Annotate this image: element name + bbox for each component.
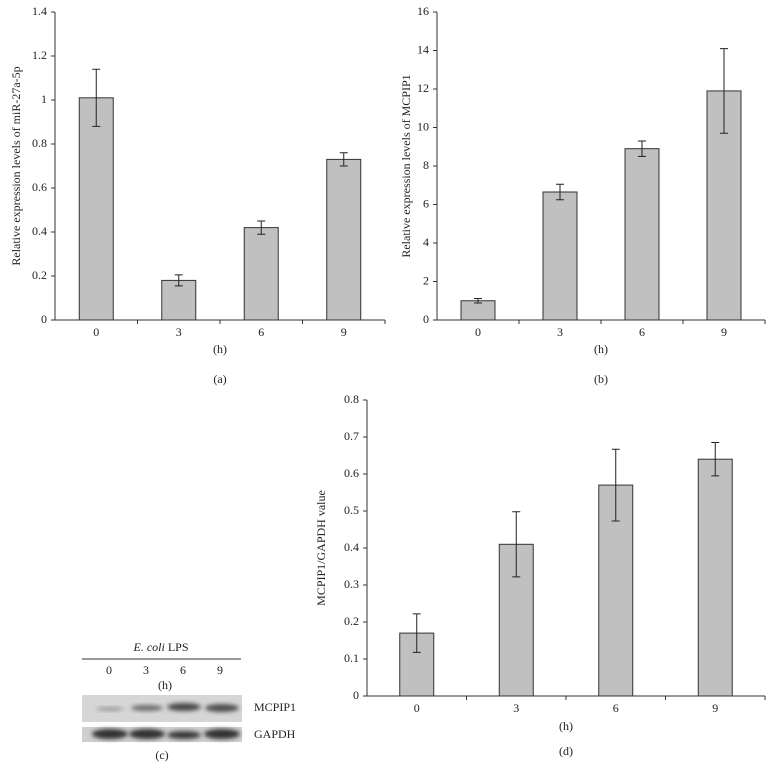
error-bar bbox=[638, 140, 646, 157]
y-tick-label: 0 bbox=[353, 688, 359, 702]
error-bar bbox=[92, 68, 101, 127]
error-bar bbox=[611, 448, 620, 522]
y-tick-label: 0.8 bbox=[32, 136, 47, 150]
y-tick-label: 0.3 bbox=[344, 577, 359, 591]
x-axis-title: (h) bbox=[594, 342, 608, 356]
y-tick-label: 0.8 bbox=[344, 392, 359, 406]
blot-band bbox=[96, 707, 124, 711]
x-tick-label: 0 bbox=[414, 701, 420, 715]
error-bar bbox=[711, 442, 720, 477]
x-axis-title: (h) bbox=[559, 719, 573, 733]
x-tick-label: 6 bbox=[639, 325, 645, 339]
panel-label: (a) bbox=[213, 372, 226, 386]
y-tick-label: 0.2 bbox=[344, 614, 359, 628]
y-tick-label: 2 bbox=[423, 273, 429, 287]
y-tick-label: 0.4 bbox=[32, 224, 47, 238]
y-tick-label: 1.4 bbox=[32, 4, 47, 18]
bar bbox=[460, 300, 496, 321]
y-axis-title: Relative expression levels of miR-27a-5p bbox=[9, 66, 23, 265]
y-tick-label: 0.1 bbox=[344, 651, 359, 665]
panel-label: (c) bbox=[155, 748, 168, 762]
y-tick-label: 0 bbox=[423, 312, 429, 326]
error-bar bbox=[412, 613, 421, 653]
bar bbox=[542, 191, 578, 321]
blot-unit: (h) bbox=[158, 678, 172, 692]
y-tick-label: 0.4 bbox=[344, 540, 359, 554]
y-tick-label: 8 bbox=[423, 158, 429, 172]
y-tick-label: 0.6 bbox=[344, 466, 359, 480]
x-tick-label: 6 bbox=[258, 325, 264, 339]
panel-label: (d) bbox=[559, 744, 573, 758]
blot-band bbox=[204, 729, 240, 739]
panel-label: (b) bbox=[594, 372, 608, 386]
x-tick-label: 3 bbox=[557, 325, 563, 339]
blot-band bbox=[205, 704, 239, 712]
blot-band bbox=[167, 731, 201, 739]
y-tick-label: 12 bbox=[417, 81, 429, 95]
blot-band bbox=[167, 703, 201, 711]
x-tick-label: 9 bbox=[341, 325, 347, 339]
error-bar bbox=[556, 183, 564, 201]
x-tick-label: 3 bbox=[176, 325, 182, 339]
blot-row-label: MCPIP1 bbox=[254, 700, 296, 714]
y-tick-label: 0.6 bbox=[32, 180, 47, 194]
y-tick-label: 0.2 bbox=[32, 268, 47, 282]
lane-label: 9 bbox=[217, 663, 223, 677]
y-tick-label: 6 bbox=[423, 196, 429, 210]
lane-label: 3 bbox=[143, 663, 149, 677]
x-tick-label: 6 bbox=[613, 701, 619, 715]
x-tick-label: 0 bbox=[475, 325, 481, 339]
y-tick-label: 0 bbox=[41, 312, 47, 326]
error-bar bbox=[257, 220, 266, 235]
blot-treatment: LPS bbox=[168, 640, 189, 654]
lane-label: 0 bbox=[106, 663, 112, 677]
y-axis-title: Relative expression levels of MCPIP1 bbox=[399, 74, 413, 257]
error-bar bbox=[339, 152, 348, 167]
y-tick-label: 16 bbox=[417, 4, 429, 18]
y-tick-label: 0.5 bbox=[344, 503, 359, 517]
y-tick-label: 4 bbox=[423, 235, 429, 249]
blot-band bbox=[131, 705, 163, 711]
x-tick-label: 9 bbox=[712, 701, 718, 715]
x-tick-label: 3 bbox=[513, 701, 519, 715]
bar bbox=[697, 458, 733, 697]
y-tick-label: 0.7 bbox=[344, 429, 359, 443]
error-bar bbox=[512, 511, 521, 578]
y-tick-label: 1 bbox=[41, 92, 47, 106]
blot-row-label: GAPDH bbox=[254, 727, 296, 741]
bar bbox=[624, 148, 660, 321]
y-tick-label: 10 bbox=[417, 119, 429, 133]
y-tick-label: 1.2 bbox=[32, 48, 47, 62]
bar bbox=[243, 227, 279, 321]
lane-label: 6 bbox=[180, 663, 186, 677]
blot-band bbox=[92, 729, 128, 739]
error-bar bbox=[474, 297, 482, 304]
y-tick-label: 14 bbox=[417, 42, 429, 56]
bar bbox=[78, 97, 114, 321]
bar bbox=[326, 158, 362, 321]
x-tick-label: 0 bbox=[93, 325, 99, 339]
blot-agent: E. coli bbox=[132, 640, 164, 654]
blot-band bbox=[129, 729, 165, 739]
y-axis-title: MCPIP1/GAPDH value bbox=[314, 490, 328, 606]
x-tick-label: 9 bbox=[721, 325, 727, 339]
x-axis-title: (h) bbox=[213, 342, 227, 356]
error-bar bbox=[174, 274, 183, 287]
blot-title: E. coli LPS bbox=[132, 640, 188, 654]
error-bar bbox=[720, 48, 728, 134]
